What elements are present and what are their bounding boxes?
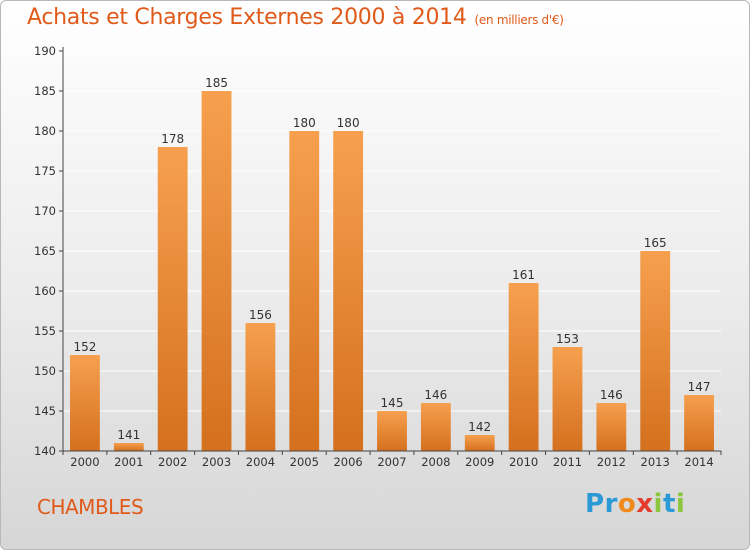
value-label-2000: 152 bbox=[73, 340, 96, 354]
bar-2002 bbox=[157, 147, 188, 451]
xtick-label-2006: 2006 bbox=[333, 455, 362, 469]
value-label-2009: 142 bbox=[468, 420, 491, 434]
logo-letter: x bbox=[636, 489, 654, 519]
value-label-2003: 185 bbox=[205, 76, 228, 90]
bar-2005 bbox=[289, 131, 320, 451]
value-label-2012: 146 bbox=[600, 388, 623, 402]
value-label-2004: 156 bbox=[249, 308, 272, 322]
xtick-label-2000: 2000 bbox=[70, 455, 99, 469]
logo-letter: i bbox=[675, 489, 686, 519]
ytick-label-155: 155 bbox=[34, 324, 56, 338]
value-label-2011: 153 bbox=[556, 332, 579, 346]
logo-letter: o bbox=[617, 489, 637, 519]
xtick-label-2005: 2005 bbox=[290, 455, 319, 469]
xtick-label-2001: 2001 bbox=[114, 455, 143, 469]
xtick-label-2002: 2002 bbox=[158, 455, 187, 469]
xtick-label-2010: 2010 bbox=[509, 455, 538, 469]
value-label-2013: 165 bbox=[644, 236, 667, 250]
bar-2001 bbox=[113, 443, 144, 451]
bar-2006 bbox=[333, 131, 364, 451]
value-labels: 152 141 178 185 156 180 180 145 146 142 161 153 146 1… bbox=[73, 76, 710, 442]
xtick-label-2007: 2007 bbox=[377, 455, 406, 469]
bar-2014 bbox=[684, 395, 714, 451]
bar-2004 bbox=[245, 323, 276, 451]
xtick-label-2004: 2004 bbox=[246, 455, 275, 469]
xtick-label-2008: 2008 bbox=[421, 455, 450, 469]
value-label-2002: 178 bbox=[161, 132, 184, 146]
xtick-label-2013: 2013 bbox=[641, 455, 670, 469]
logo-letter: t bbox=[662, 489, 676, 519]
value-label-2008: 146 bbox=[424, 388, 447, 402]
bar-2003 bbox=[201, 91, 232, 451]
value-label-2005: 180 bbox=[293, 116, 316, 130]
ytick-label-185: 185 bbox=[34, 84, 56, 98]
value-label-2014: 147 bbox=[688, 380, 711, 394]
bar-2010 bbox=[508, 283, 539, 451]
xtick-label-2012: 2012 bbox=[597, 455, 626, 469]
value-label-2007: 145 bbox=[381, 396, 404, 410]
xtick-label-2003: 2003 bbox=[202, 455, 231, 469]
bar-2012 bbox=[596, 403, 627, 451]
bar-2000 bbox=[70, 355, 100, 451]
value-label-2001: 141 bbox=[117, 428, 140, 442]
title-text: Achats et Charges Externes 2000 à 2014 bbox=[27, 5, 467, 30]
ytick-label-165: 165 bbox=[34, 244, 56, 258]
value-label-2010: 161 bbox=[512, 268, 535, 282]
ytick-label-160: 160 bbox=[34, 284, 56, 298]
bar-2009 bbox=[464, 435, 495, 451]
ytick-label-150: 150 bbox=[34, 364, 56, 378]
ytick-label-180: 180 bbox=[34, 124, 56, 138]
logo-letter: i bbox=[653, 489, 663, 519]
ytick-label-175: 175 bbox=[34, 164, 56, 178]
chart-title: Achats et Charges Externes 2000 à 2014 (e… bbox=[27, 5, 564, 30]
bars bbox=[70, 91, 714, 451]
value-label-2006: 180 bbox=[337, 116, 360, 130]
proxiti-logo: Proxiti bbox=[585, 489, 685, 519]
bar-2007 bbox=[377, 411, 407, 451]
bar-2008 bbox=[420, 403, 451, 451]
logo-letter: r bbox=[604, 489, 618, 519]
bar-2011 bbox=[552, 347, 583, 451]
xtick-label-2009: 2009 bbox=[465, 455, 494, 469]
ytick-label-170: 170 bbox=[34, 204, 56, 218]
place-name: CHAMBLES bbox=[37, 495, 144, 519]
ytick-label-190: 190 bbox=[34, 44, 56, 58]
xtick-label-2011: 2011 bbox=[553, 455, 582, 469]
bar-2013 bbox=[640, 251, 671, 451]
ytick-label-140: 140 bbox=[34, 444, 56, 458]
axes: 140 145 150 155 160 165 170 175 180 185 190 2000 200… bbox=[34, 44, 722, 469]
unit-label: (en milliers d'€) bbox=[474, 13, 564, 27]
logo-letter: P bbox=[585, 489, 605, 519]
xtick-label-2014: 2014 bbox=[684, 455, 713, 469]
ytick-label-145: 145 bbox=[34, 404, 56, 418]
